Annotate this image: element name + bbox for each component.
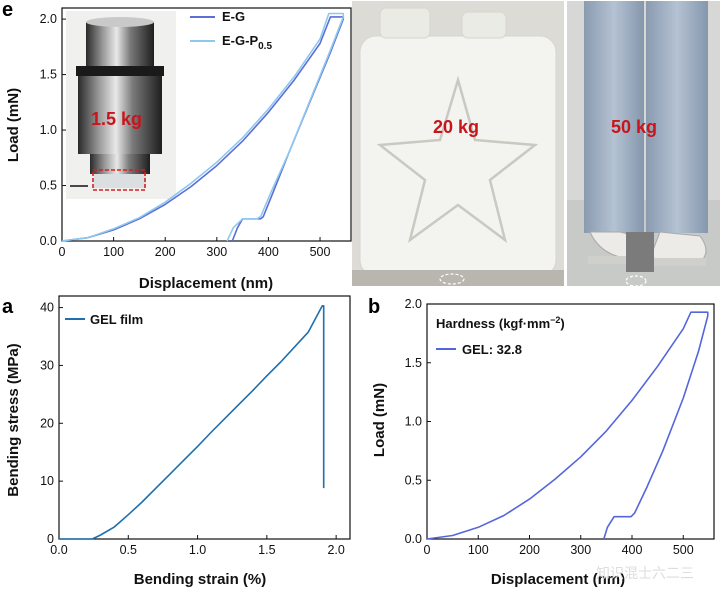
chart-e-ylabel: Load (mN) (5, 88, 22, 162)
series-line-gel-film (59, 305, 325, 540)
chart-e-xlabel: Displacement (nm) (139, 275, 273, 292)
y-tick-label: 2.0 (40, 12, 57, 26)
chart-e-frame (61, 7, 352, 242)
y-tick-label: 1.0 (405, 415, 422, 429)
legend-title-hardness: Hardness (kgf·mm−2) (436, 315, 565, 331)
x-tick-label: 500 (310, 245, 331, 259)
inset-weight-label: 1.5 kg (91, 109, 142, 129)
jerrycan-photo: 20 kg (352, 1, 564, 286)
x-tick-label: 100 (103, 245, 124, 259)
y-tick-label: 20 (40, 416, 54, 430)
jerrycan-weight-label: 20 kg (433, 117, 479, 137)
chart-a: 0.0 0.5 1.0 1.5 2.0 0 10 20 30 40 GEL film Bendin… (5, 295, 351, 588)
legend-label-e-g-p-base: E-G-P (222, 33, 258, 48)
y-tick-label: 1.5 (40, 68, 57, 82)
x-tick-label: 400 (622, 543, 643, 557)
x-tick-label: 0 (424, 543, 431, 557)
chart-a-series (59, 305, 325, 540)
panel-label-e: e (2, 0, 13, 21)
panel-label-a: a (2, 296, 14, 318)
x-tick-label: 0.5 (120, 543, 137, 557)
x-tick-label: 2.0 (327, 543, 344, 557)
panel-label-b: b (368, 296, 380, 318)
x-tick-label: 200 (519, 543, 540, 557)
chart-a-frame (58, 295, 351, 540)
y-tick-label: 0 (47, 532, 54, 546)
y-tick-label: 0.0 (40, 234, 57, 248)
legend-label-e-g: E-G (222, 9, 245, 24)
series-line-e-g-p (61, 12, 345, 242)
inset-highlight-box (92, 169, 146, 191)
chart-b-series (426, 311, 709, 540)
chart-a-xlabel: Bending strain (%) (134, 571, 267, 588)
y-tick-label: 2.0 (405, 297, 422, 311)
y-tick-label: 10 (40, 474, 54, 488)
series-line-gel-32-8 (426, 311, 709, 540)
x-tick-label: 300 (570, 543, 591, 557)
chart-e-series (61, 12, 345, 242)
legend-label-e-g-p-sub: 0.5 (258, 41, 272, 52)
chart-b-ylabel: Load (mN) (371, 383, 388, 457)
person-weight-label: 50 kg (611, 117, 657, 137)
legend-title-hardness-sup: −2 (550, 315, 560, 325)
x-tick-label: 1.5 (258, 543, 275, 557)
x-tick-label: 500 (673, 543, 694, 557)
legend-label-gel-hardness: GEL: 32.8 (462, 342, 522, 357)
legend-label-e-g-p: E-G-P0.5 (222, 33, 272, 52)
chart-e-ticks: 0 100 200 300 400 500 0.0 0.5 1.0 1.5 2.0 (40, 12, 331, 259)
chart-b-ticks: 0 100 200 300 400 500 0.0 0.5 1.0 1.5 2.0 (405, 297, 694, 557)
x-tick-label: 200 (155, 245, 176, 259)
inset-weight-photo: 1.5 kg (66, 11, 176, 199)
x-tick-label: 300 (206, 245, 227, 259)
series-line-e-g (61, 16, 345, 242)
legend-title-hardness-text: Hardness (kgf·mm (436, 316, 550, 331)
x-tick-label: 0.0 (50, 543, 67, 557)
chart-a-ylabel: Bending stress (MPa) (5, 343, 22, 496)
chart-a-ticks: 0.0 0.5 1.0 1.5 2.0 0 10 20 30 40 (40, 301, 345, 557)
y-tick-label: 0.5 (405, 473, 422, 487)
chart-b: 0 100 200 300 400 500 0.0 0.5 1.0 1.5 2.0 Hardness… (371, 297, 715, 588)
chart-a-legend: GEL film (65, 312, 143, 327)
chart-b-frame (426, 303, 715, 540)
watermark: 知识混士六二三 (596, 565, 694, 582)
chart-b-xlabel: Displacement (nm) (491, 571, 625, 588)
person-photo: 50 kg (567, 1, 720, 287)
y-tick-label: 0.5 (40, 179, 57, 193)
chart-e: 0 100 200 300 400 500 0.0 0.5 1.0 1.5 2.0 1.5 kg E… (5, 7, 352, 292)
chart-e-legend: E-G E-G-P0.5 (190, 9, 272, 52)
y-tick-label: 1.0 (40, 123, 57, 137)
y-tick-label: 0.0 (405, 532, 422, 546)
x-tick-label: 0 (59, 245, 66, 259)
y-tick-label: 40 (40, 301, 54, 315)
x-tick-label: 1.0 (189, 543, 206, 557)
x-tick-label: 100 (468, 543, 489, 557)
y-tick-label: 30 (40, 358, 54, 372)
chart-b-legend: Hardness (kgf·mm−2) GEL: 32.8 (436, 315, 565, 357)
legend-title-hardness-close: ) (560, 316, 564, 331)
legend-label-gel-film: GEL film (90, 312, 143, 327)
x-tick-label: 400 (258, 245, 279, 259)
y-tick-label: 1.5 (405, 356, 422, 370)
